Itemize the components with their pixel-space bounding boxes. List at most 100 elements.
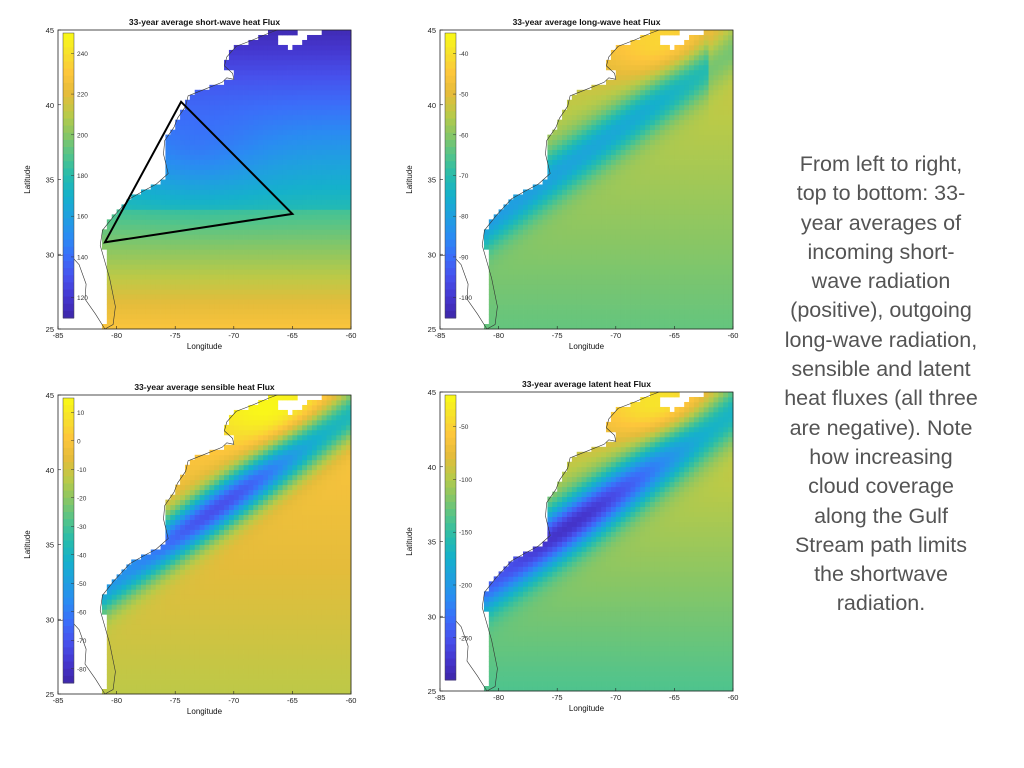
- heatmap-cell: [542, 254, 548, 260]
- heatmap-cell: [674, 54, 680, 61]
- heatmap-cell: [674, 79, 680, 86]
- heatmap-cell: [214, 319, 220, 325]
- heatmap-cell: [121, 254, 127, 260]
- heatmap-cell: [615, 64, 622, 71]
- heatmap-cells: [483, 30, 734, 330]
- heatmap-cell: [282, 154, 288, 160]
- heatmap-cell: [233, 124, 240, 131]
- heatmap-cell: [189, 119, 196, 126]
- heatmap-cell: [331, 239, 337, 245]
- heatmap-cell: [693, 319, 700, 325]
- heatmap-cell: [267, 129, 274, 136]
- heatmap-cell: [586, 239, 592, 245]
- heatmap-cell: [238, 169, 244, 175]
- heatmap-cell: [635, 109, 641, 116]
- heatmap-cell: [258, 264, 264, 270]
- heatmap-cell: [302, 64, 308, 71]
- heatmap-cell: [307, 299, 313, 305]
- heatmap-cell: [527, 269, 534, 275]
- heatmap-cell: [557, 219, 563, 225]
- heatmap-cell: [272, 109, 279, 116]
- heatmap-cell: [155, 219, 161, 225]
- heatmap-cell: [635, 189, 641, 195]
- heatmap-cell: [708, 139, 714, 146]
- heatmap-cell: [160, 234, 166, 240]
- heatmap-cell: [728, 169, 734, 175]
- heatmap-cell: [307, 39, 313, 46]
- heatmap-cell: [209, 189, 215, 195]
- heatmap-cell: [180, 219, 186, 225]
- heatmap-cell: [645, 154, 651, 160]
- heatmap-cell: [292, 289, 298, 295]
- colorbar-segment: [445, 268, 456, 276]
- heatmap-cell: [723, 324, 729, 330]
- heatmap-cell: [659, 209, 666, 215]
- heatmap-cell: [703, 89, 709, 96]
- heatmap-cell: [258, 194, 264, 200]
- heatmap-cell: [204, 114, 210, 121]
- chart-title: 33-year average short-wave heat Flux: [129, 17, 280, 27]
- heatmap-cell: [576, 179, 583, 185]
- heatmap-cell: [184, 289, 191, 295]
- heatmap-cell: [267, 184, 274, 190]
- heatmap-cell: [311, 169, 318, 175]
- heatmap-cell: [669, 119, 675, 126]
- heatmap-cell: [331, 319, 337, 325]
- heatmap-cell: [331, 284, 337, 290]
- heatmap-cell: [684, 294, 690, 300]
- heatmap-cell: [649, 94, 656, 101]
- heatmap-cell: [145, 204, 152, 210]
- heatmap-cell: [718, 184, 724, 190]
- heatmap-cell: [591, 269, 597, 275]
- heatmap-cell: [331, 159, 337, 165]
- heatmap-cell: [693, 59, 700, 66]
- heatmap-cell: [253, 224, 259, 230]
- heatmap-cell: [581, 254, 587, 260]
- heatmap-cell: [282, 264, 288, 270]
- heatmap-cell: [346, 264, 352, 270]
- heatmap-cell: [713, 94, 719, 101]
- heatmap-cell: [557, 284, 563, 290]
- heatmap-cell: [116, 279, 122, 285]
- heatmap-cell: [537, 309, 543, 315]
- heatmap-cell: [316, 129, 323, 136]
- heatmap-cell: [287, 264, 293, 270]
- heatmap-cell: [194, 234, 201, 240]
- heatmap-cell: [326, 284, 332, 290]
- heatmap-cell: [537, 214, 543, 220]
- heatmap-cell: [669, 309, 675, 315]
- heatmap-cell: [523, 229, 529, 235]
- heatmap-cell: [258, 249, 264, 255]
- heatmap-cell: [571, 279, 578, 285]
- heatmap-cell: [316, 239, 323, 245]
- heatmap-cell: [664, 169, 670, 175]
- heatmap-cell: [698, 179, 705, 185]
- heatmap-cell: [346, 224, 352, 230]
- heatmap-cell: [224, 129, 230, 136]
- heatmap-cell: [645, 124, 651, 131]
- heatmap-cell: [635, 219, 641, 225]
- heatmap-cell: [311, 44, 318, 51]
- heatmap-cell: [723, 109, 729, 116]
- heatmap-cell: [326, 319, 332, 325]
- heatmap-cell: [272, 174, 279, 180]
- heatmap-cell: [155, 314, 161, 320]
- heatmap-cell: [532, 224, 539, 230]
- heatmap-cell: [649, 144, 656, 150]
- heatmap-cell: [209, 314, 215, 320]
- heatmap-cell: [547, 289, 553, 295]
- heatmap-cell: [248, 134, 254, 141]
- heatmap-cell: [233, 304, 240, 310]
- heatmap-cell: [258, 199, 264, 205]
- heatmap-cell: [527, 294, 534, 300]
- heatmap-cell: [331, 234, 337, 240]
- heatmap-cell: [620, 244, 626, 250]
- heatmap-cell: [547, 209, 553, 215]
- heatmap-cell: [703, 169, 709, 175]
- heatmap-cell: [224, 199, 230, 205]
- heatmap-cell: [640, 254, 646, 260]
- heatmap-cell: [204, 204, 210, 210]
- heatmap-cell: [141, 249, 147, 255]
- heatmap-cell: [718, 54, 724, 61]
- heatmap-cell: [307, 49, 313, 56]
